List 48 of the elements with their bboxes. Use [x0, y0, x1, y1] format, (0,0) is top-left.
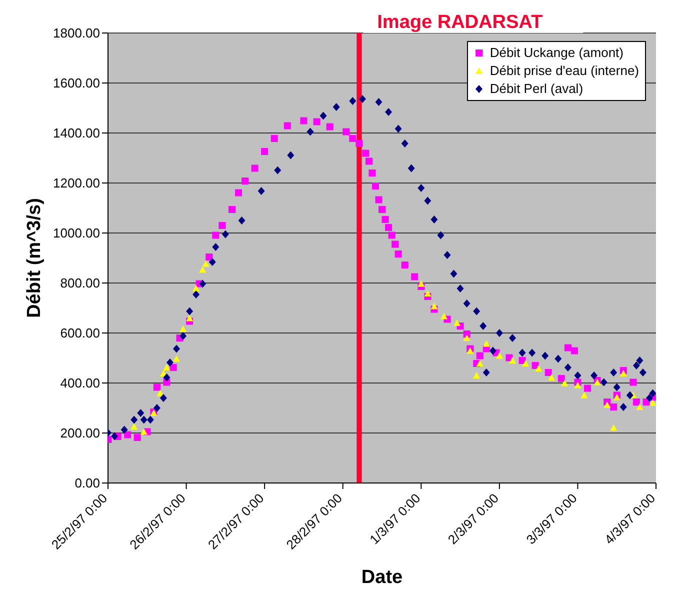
y-tick-label: 1200.00	[53, 176, 100, 191]
point	[130, 423, 138, 430]
point	[482, 340, 490, 347]
y-tick-label: 200.00	[60, 426, 100, 441]
point	[535, 365, 542, 372]
point	[186, 314, 194, 322]
point	[173, 355, 180, 362]
legend-label: Débit Perl (aval)	[490, 80, 584, 98]
point	[561, 380, 568, 386]
point	[156, 390, 164, 396]
point	[180, 326, 187, 332]
point	[496, 352, 503, 359]
point	[463, 334, 470, 341]
point	[163, 364, 170, 370]
y-tick-label: 400.00	[60, 376, 100, 391]
point	[580, 392, 588, 398]
point	[604, 402, 611, 408]
y-tick-label: 800.00	[60, 276, 100, 291]
point	[430, 302, 438, 310]
point	[620, 370, 627, 376]
point	[476, 360, 484, 366]
y-axis-title: Débit (m^3/s)	[24, 198, 45, 318]
point	[548, 374, 556, 380]
point	[454, 320, 461, 326]
y-tick-label: 1000.00	[53, 226, 100, 241]
point	[424, 290, 432, 296]
x-axis-title: Date	[361, 567, 403, 588]
legend-label: Débit Uckange (amont)	[490, 44, 624, 62]
ref-line-label: Image RADARSAT	[377, 12, 543, 33]
point	[610, 424, 618, 431]
point	[199, 266, 206, 273]
point	[522, 360, 530, 366]
point	[440, 312, 448, 320]
point	[574, 382, 582, 388]
point	[418, 280, 425, 287]
point	[636, 404, 644, 410]
y-tick-label: 0.00	[74, 476, 100, 491]
point	[140, 428, 148, 435]
y-tick-label: 600.00	[60, 326, 100, 341]
legend-label: Débit prise d'eau (interne)	[490, 62, 639, 80]
y-tick-label: 1600.00	[53, 76, 100, 91]
point	[473, 372, 480, 378]
point	[202, 260, 210, 267]
point	[508, 357, 516, 364]
point	[649, 400, 656, 406]
point	[192, 285, 200, 292]
y-tick-label: 1400.00	[53, 126, 100, 141]
y-tick-label: 1800.00	[53, 26, 100, 41]
